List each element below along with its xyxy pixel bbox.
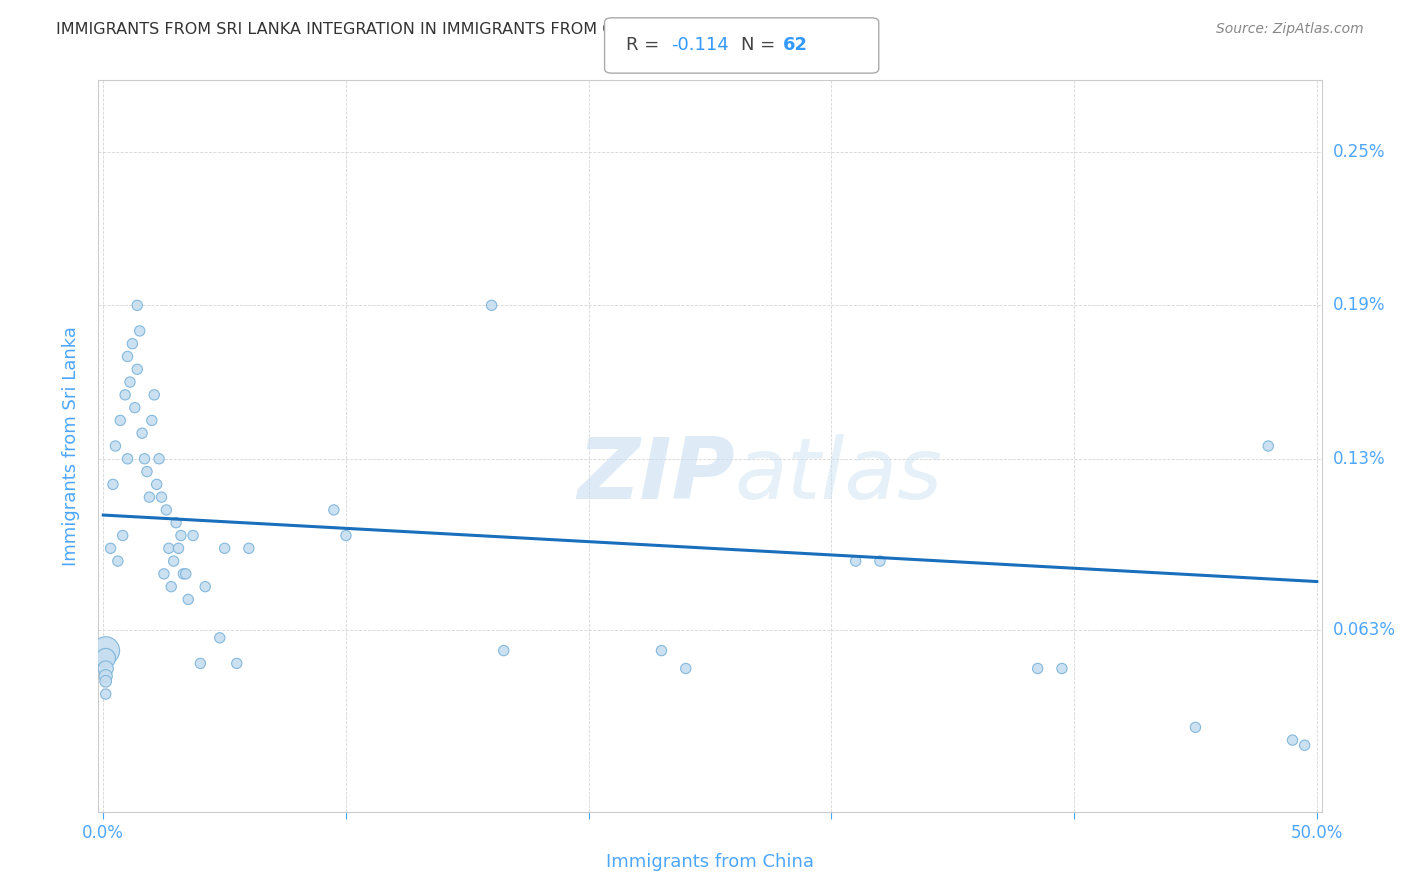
- Point: [155, 503, 177, 517]
- Point: [134, 451, 156, 466]
- Point: [1050, 661, 1073, 675]
- Point: [650, 643, 672, 657]
- Text: N =: N =: [741, 37, 780, 54]
- Point: [177, 592, 200, 607]
- Point: [145, 477, 167, 491]
- Point: [107, 554, 129, 568]
- Point: [181, 528, 204, 542]
- Point: [131, 426, 153, 441]
- Text: -0.114: -0.114: [671, 37, 728, 54]
- Point: [150, 490, 173, 504]
- Text: R =: R =: [626, 37, 665, 54]
- Point: [143, 388, 166, 402]
- Point: [111, 528, 134, 542]
- Point: [167, 541, 190, 556]
- Point: [225, 657, 247, 671]
- Point: [94, 643, 117, 657]
- Point: [117, 451, 139, 466]
- Text: ZIP: ZIP: [576, 434, 734, 516]
- Text: IMMIGRANTS FROM SRI LANKA INTEGRATION IN IMMIGRANTS FROM CHINA COMMUNITIES: IMMIGRANTS FROM SRI LANKA INTEGRATION IN…: [56, 22, 773, 37]
- Point: [121, 336, 143, 351]
- Point: [94, 661, 117, 675]
- Point: [869, 554, 891, 568]
- Text: atlas: atlas: [734, 434, 942, 516]
- Point: [117, 350, 139, 364]
- Text: 0.25%: 0.25%: [1333, 143, 1385, 161]
- Point: [492, 643, 515, 657]
- Point: [148, 451, 170, 466]
- Point: [118, 375, 141, 389]
- Point: [322, 503, 344, 517]
- Point: [124, 401, 146, 415]
- Point: [675, 661, 697, 675]
- Point: [94, 687, 117, 701]
- Point: [1026, 661, 1049, 675]
- Point: [94, 669, 117, 683]
- Point: [94, 651, 117, 665]
- Point: [94, 674, 117, 689]
- Point: [208, 631, 231, 645]
- Text: 0.13%: 0.13%: [1333, 450, 1385, 467]
- Y-axis label: Immigrants from Sri Lanka: Immigrants from Sri Lanka: [62, 326, 80, 566]
- Point: [1257, 439, 1279, 453]
- Point: [114, 388, 136, 402]
- Point: [165, 516, 187, 530]
- Point: [188, 657, 212, 671]
- Text: Source: ZipAtlas.com: Source: ZipAtlas.com: [1216, 22, 1364, 37]
- Point: [163, 554, 186, 568]
- Text: 0.063%: 0.063%: [1333, 621, 1396, 640]
- Point: [153, 566, 176, 581]
- X-axis label: Immigrants from China: Immigrants from China: [606, 853, 814, 871]
- Text: 0.19%: 0.19%: [1333, 296, 1385, 314]
- Point: [170, 528, 193, 542]
- Point: [104, 439, 127, 453]
- Point: [335, 528, 357, 542]
- Point: [1294, 738, 1316, 752]
- Point: [101, 477, 124, 491]
- Point: [100, 541, 122, 556]
- Point: [127, 362, 149, 376]
- Point: [172, 566, 194, 581]
- Point: [238, 541, 260, 556]
- Point: [110, 413, 132, 427]
- Point: [128, 324, 150, 338]
- Point: [157, 541, 180, 556]
- Point: [845, 554, 868, 568]
- Point: [160, 580, 183, 594]
- Point: [194, 580, 217, 594]
- Point: [138, 490, 160, 504]
- Point: [141, 413, 163, 427]
- Point: [1281, 733, 1303, 747]
- Point: [127, 298, 149, 312]
- Point: [136, 465, 159, 479]
- Point: [214, 541, 236, 556]
- Text: 62: 62: [783, 37, 808, 54]
- Point: [1184, 720, 1206, 734]
- Point: [174, 566, 197, 581]
- Point: [481, 298, 503, 312]
